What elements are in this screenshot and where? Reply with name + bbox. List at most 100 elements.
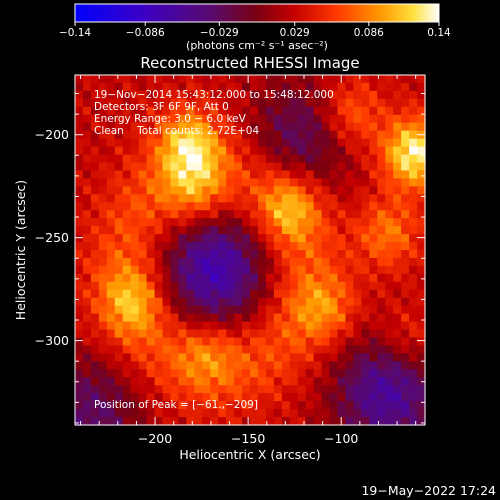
heatmap-cell [154, 90, 164, 100]
heatmap-cell [273, 154, 283, 164]
heatmap-cell [130, 313, 140, 323]
heatmap-cell [417, 146, 426, 156]
heatmap-cell [313, 321, 323, 331]
heatmap-cell [273, 210, 283, 219]
heatmap-cell [353, 289, 362, 299]
timestamp: 19−May−2022 17:24 [361, 483, 496, 498]
heatmap-cell [186, 417, 195, 426]
heatmap-cell [178, 329, 187, 339]
heatmap-cell [82, 202, 92, 211]
heatmap-cell [369, 377, 378, 386]
heatmap-cell [146, 377, 156, 386]
heatmap-cell [202, 289, 211, 299]
heatmap-cell [305, 385, 315, 394]
heatmap-cell [130, 321, 140, 331]
heatmap-cell [234, 114, 243, 124]
heatmap-cell [353, 162, 362, 172]
heatmap-cell [313, 297, 323, 307]
heatmap-cell [210, 226, 219, 235]
heatmap-cell [202, 186, 211, 195]
heatmap-cell [98, 401, 108, 410]
heatmap-cell [401, 289, 410, 299]
heatmap-cell [162, 226, 172, 235]
heatmap-cell [106, 186, 116, 195]
heatmap-cell [345, 361, 354, 370]
heatmap-cell [369, 218, 378, 227]
heatmap-cell [146, 106, 156, 116]
heatmap-cell [305, 409, 315, 418]
heatmap-cell [409, 250, 418, 259]
heatmap-cell [393, 218, 402, 227]
heatmap-cell [329, 321, 339, 331]
heatmap-cell [122, 90, 132, 100]
heatmap-cell [106, 242, 116, 251]
heatmap-cell [417, 409, 426, 418]
heatmap-cell [106, 305, 116, 315]
heatmap-cell [305, 345, 315, 354]
heatmap-cell [154, 234, 164, 243]
heatmap-cell [417, 170, 426, 179]
heatmap-cell [329, 409, 339, 418]
heatmap-cell [146, 114, 156, 124]
heatmap-cell [393, 377, 402, 386]
heatmap-cell [154, 210, 164, 219]
heatmap-cell [289, 393, 299, 402]
heatmap-cell [297, 289, 307, 299]
heatmap-cell [289, 194, 299, 203]
heatmap-cell [90, 170, 100, 179]
heatmap-cell [361, 170, 370, 179]
heatmap-cell [75, 106, 84, 116]
heatmap-cell [345, 329, 354, 339]
heatmap-cell [377, 75, 386, 84]
heatmap-cell [154, 297, 164, 307]
heatmap-cell [313, 98, 323, 108]
heatmap-cell [273, 98, 283, 108]
heatmap-cell [250, 75, 259, 84]
heatmap-cell [138, 75, 148, 84]
heatmap-cell [250, 234, 259, 243]
heatmap-cell [385, 417, 394, 426]
heatmap-cell [162, 393, 172, 402]
heatmap-cell [417, 242, 426, 251]
heatmap-cell [257, 106, 267, 116]
heatmap-cell [146, 242, 156, 251]
heatmap-cell [401, 377, 410, 386]
heatmap-cell [409, 353, 418, 362]
heatmap-cell [106, 321, 116, 331]
heatmap-cell [329, 417, 339, 426]
heatmap-cell [218, 154, 227, 164]
heatmap-cell [186, 130, 195, 140]
heatmap-cell [250, 345, 259, 354]
heatmap-cell [178, 202, 187, 211]
heatmap-cell [186, 329, 195, 339]
heatmap-cell [329, 98, 339, 108]
heatmap-cell [122, 98, 132, 108]
heatmap-cell [385, 210, 394, 219]
heatmap-cell [361, 98, 370, 108]
heatmap-cell [401, 75, 410, 84]
heatmap-cell [170, 162, 179, 172]
heatmap-cell [242, 250, 251, 259]
heatmap-cell [250, 146, 259, 156]
heatmap-cell [353, 281, 362, 291]
heatmap-cell [210, 345, 219, 354]
heatmap-cell [377, 337, 386, 347]
heatmap-cell [289, 409, 299, 418]
heatmap-cell [75, 122, 84, 132]
heatmap-cell [202, 242, 211, 251]
heatmap-cell [130, 250, 140, 259]
heatmap-cell [82, 345, 92, 354]
heatmap-cell [289, 130, 299, 140]
heatmap-cell [257, 122, 267, 132]
heatmap-cell [226, 377, 235, 386]
heatmap-cell [218, 146, 227, 156]
heatmap-cell [106, 297, 116, 307]
heatmap-cell [401, 162, 410, 172]
heatmap-cell [329, 170, 339, 179]
heatmap-cell [234, 242, 243, 251]
heatmap-cell [210, 106, 219, 116]
heatmap-cell [75, 234, 84, 243]
heatmap-cell [345, 138, 354, 148]
heatmap-cell [178, 122, 187, 132]
heatmap-cell [226, 409, 235, 418]
